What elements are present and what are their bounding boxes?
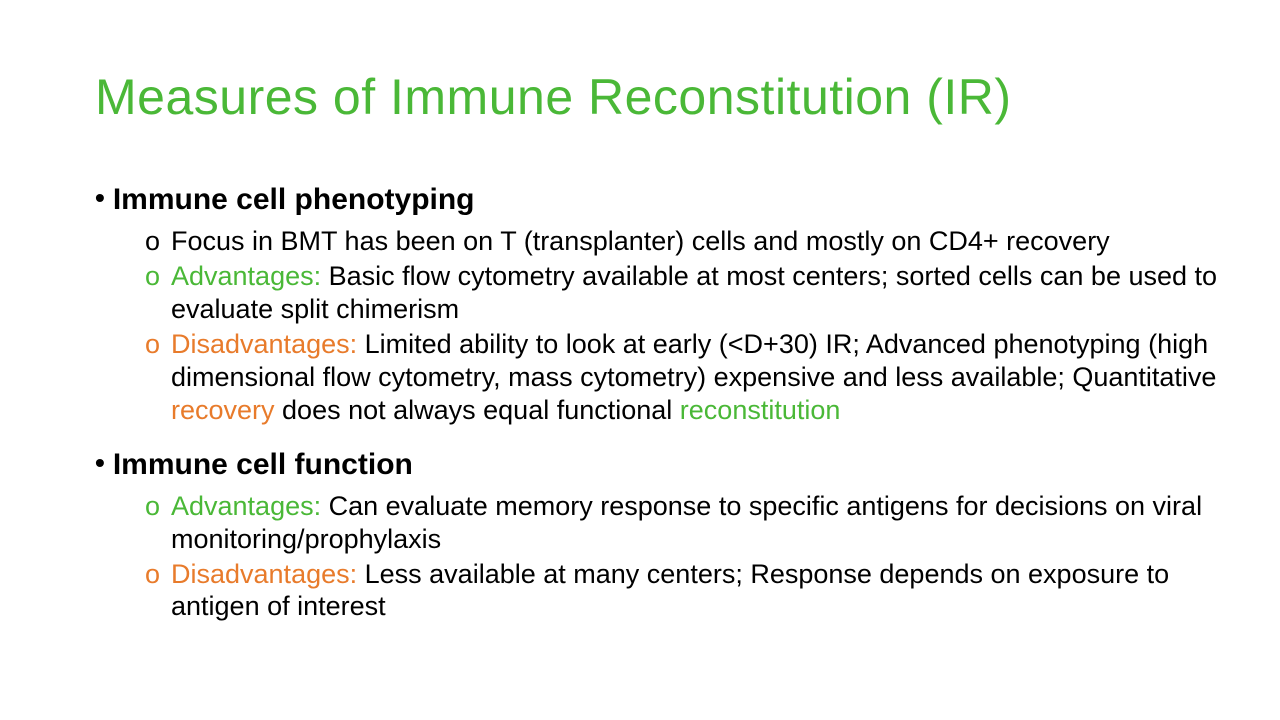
text-run: Advantages:	[171, 491, 329, 521]
circle-marker-icon: o	[145, 558, 161, 591]
text-run: recovery	[171, 395, 275, 425]
sub-item-text: Disadvantages: Limited ability to look a…	[171, 328, 1230, 427]
sub-list: o Advantages: Can evaluate memory respons…	[145, 490, 1230, 624]
section-heading-text: Immune cell phenotyping	[113, 180, 475, 219]
sub-item: o Disadvantages: Limited ability to look …	[145, 328, 1230, 427]
sub-list: o Focus in BMT has been on T (transplante…	[145, 225, 1230, 427]
circle-marker-icon: o	[145, 260, 161, 293]
section-heading: •Immune cell phenotyping	[95, 180, 1230, 219]
slide: Measures of Immune Reconstitution (IR) •…	[0, 0, 1280, 720]
circle-marker-icon: o	[145, 490, 161, 523]
sub-item: o Focus in BMT has been on T (transplante…	[145, 225, 1230, 258]
section-heading: •Immune cell function	[95, 445, 1230, 484]
sub-item-text: Focus in BMT has been on T (transplanter…	[171, 225, 1230, 258]
sub-item-text: Advantages: Can evaluate memory response…	[171, 490, 1230, 556]
slide-body: •Immune cell phenotypingoFocus in BMT ha…	[95, 180, 1230, 623]
section-heading-text: Immune cell function	[113, 445, 413, 484]
sub-item-text: Disadvantages: Less available at many ce…	[171, 558, 1230, 624]
sub-item-text: Advantages: Basic flow cytometry availab…	[171, 260, 1230, 326]
text-run: Focus in BMT has been on T (transplanter…	[171, 226, 1110, 256]
text-run: does not always equal functional	[275, 395, 680, 425]
sub-item: o Advantages: Can evaluate memory respons…	[145, 490, 1230, 556]
text-run: Disadvantages:	[171, 559, 365, 589]
sub-item: o Advantages: Basic flow cytometry availa…	[145, 260, 1230, 326]
bullet-dot-icon: •	[95, 180, 105, 216]
sub-item: o Disadvantages: Less available at many c…	[145, 558, 1230, 624]
circle-marker-icon: o	[145, 225, 161, 258]
text-run: Basic flow cytometry available at most c…	[171, 261, 1217, 324]
slide-title: Measures of Immune Reconstitution (IR)	[95, 70, 1230, 125]
text-run: reconstitution	[680, 395, 841, 425]
text-run: Advantages:	[171, 261, 329, 291]
bullet-dot-icon: •	[95, 445, 105, 481]
circle-marker-icon: o	[145, 328, 161, 361]
text-run: Disadvantages:	[171, 329, 365, 359]
